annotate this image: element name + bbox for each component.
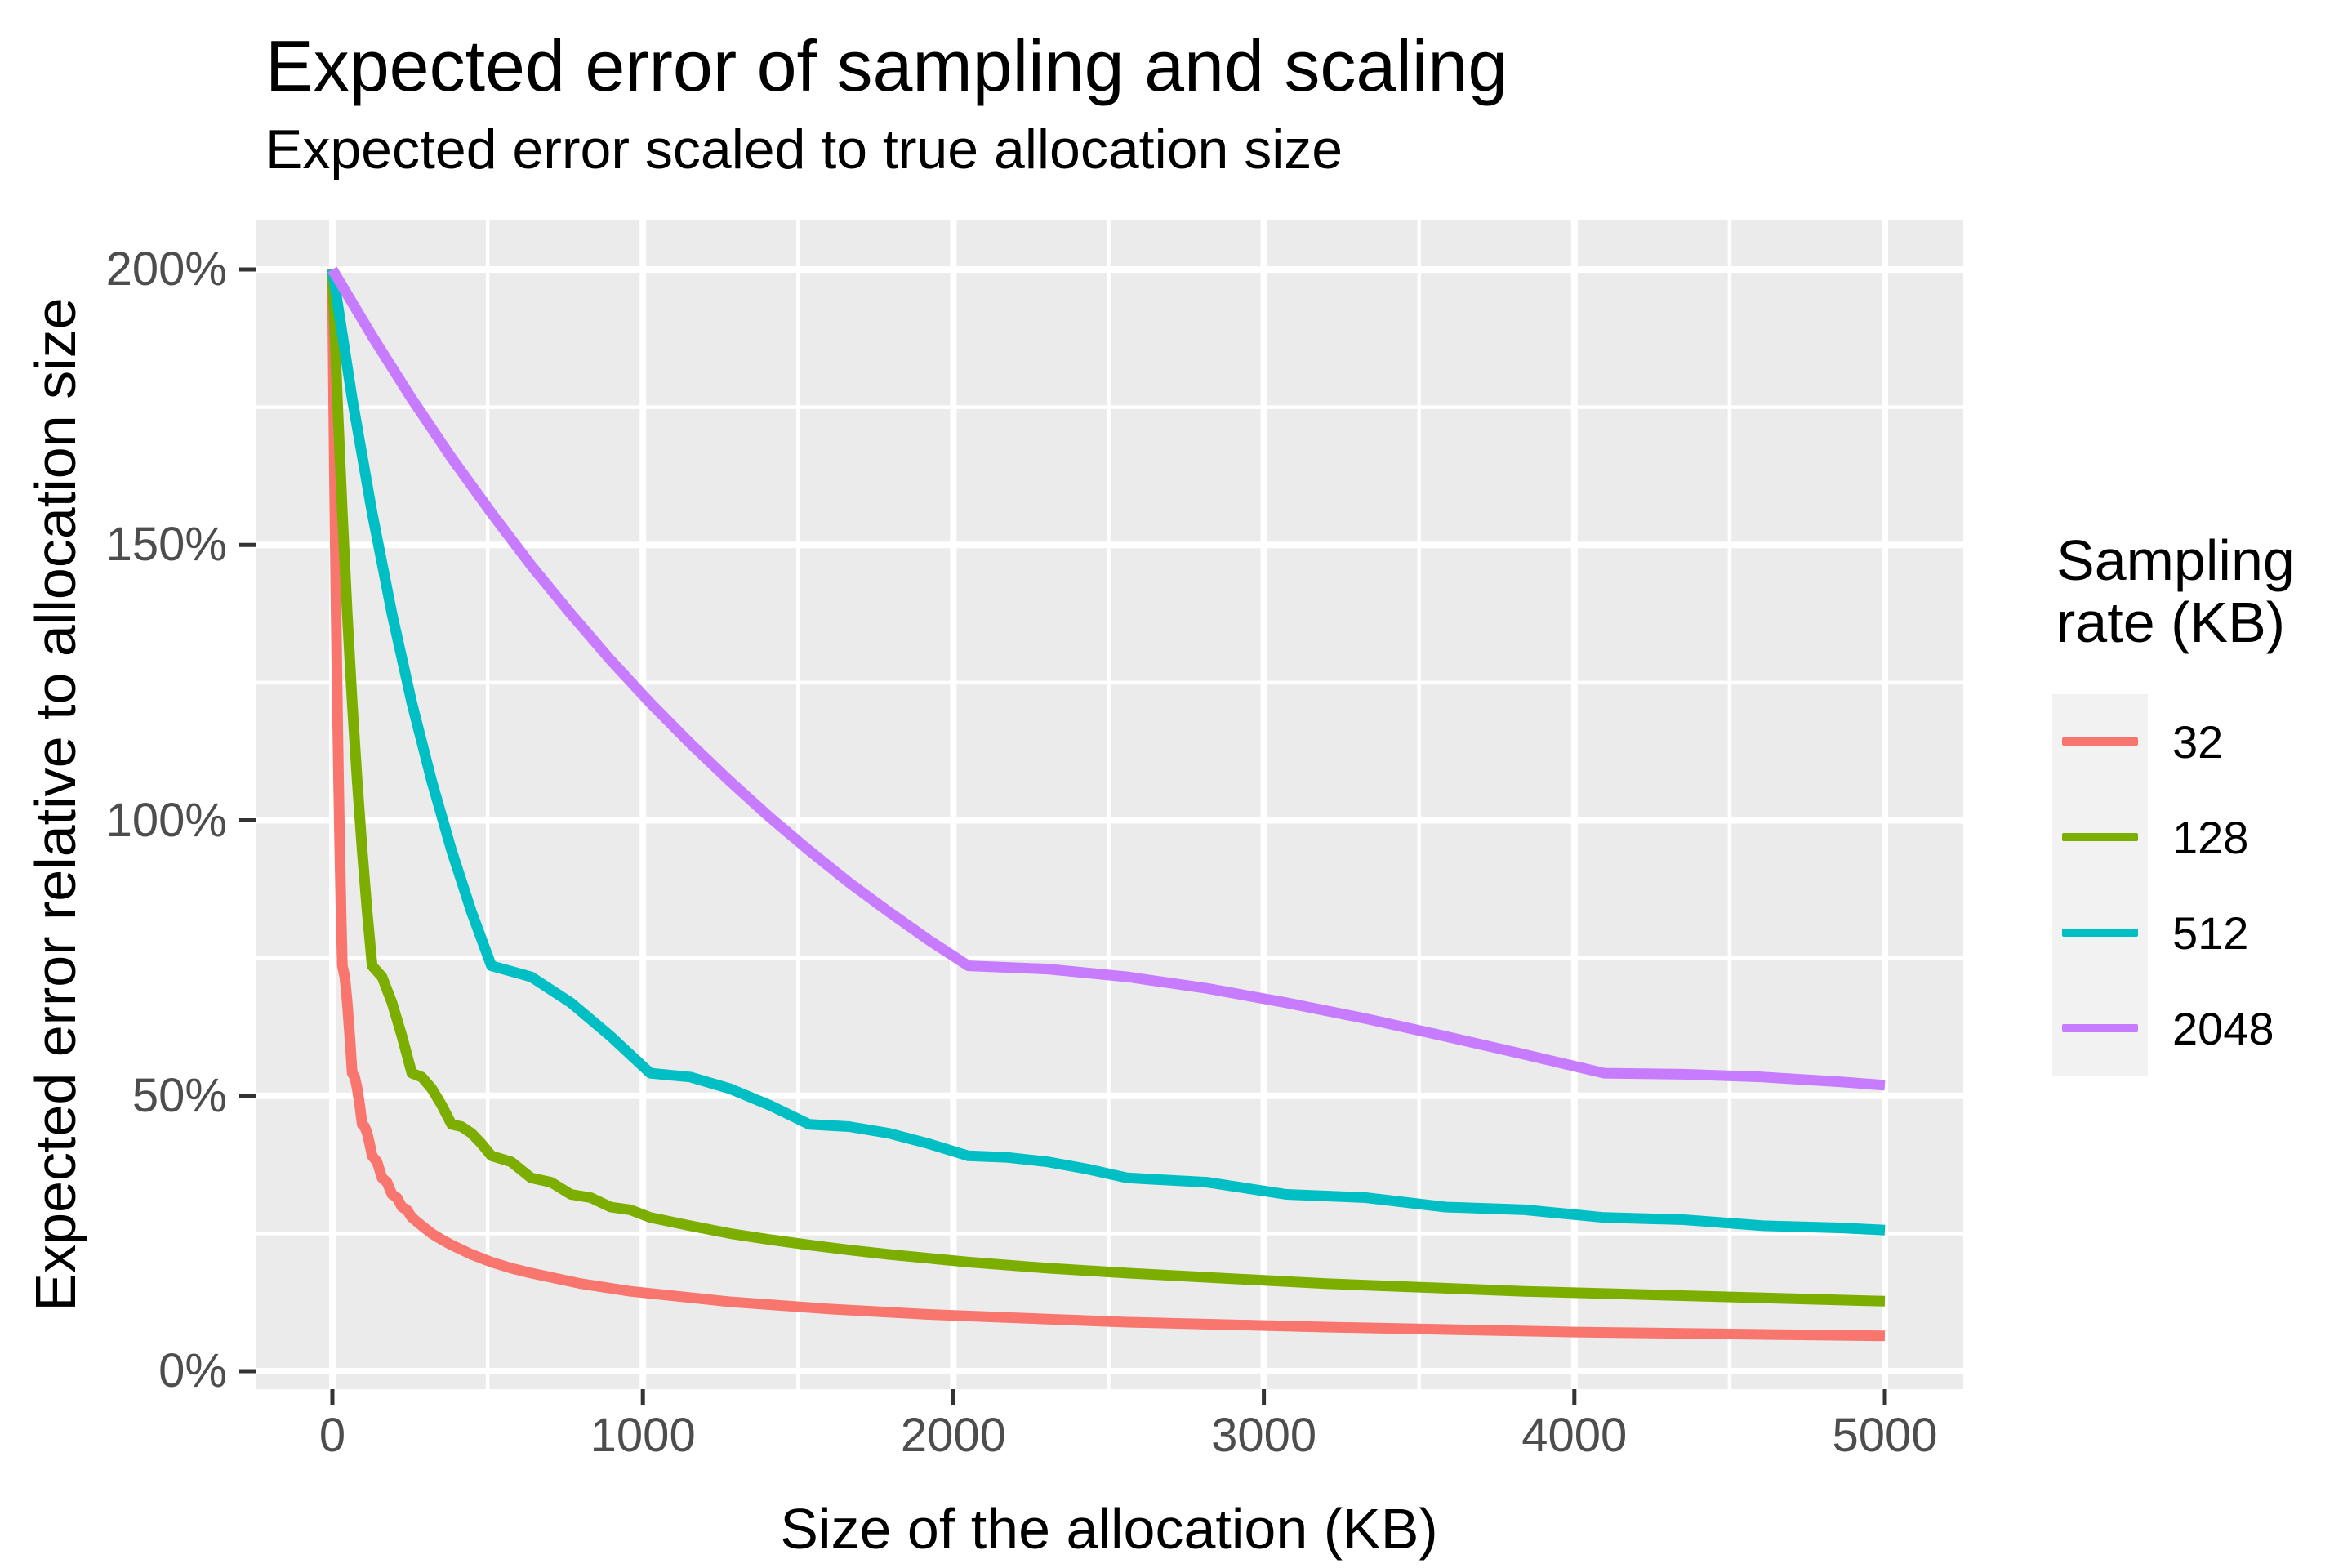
legend-key-128 [2052,790,2148,885]
legend-label-2048: 2048 [2172,1003,2274,1054]
legend-swatch-32 [2062,737,2138,746]
legend-title: Sampling rate (KB) [2056,528,2295,654]
legend-swatch-2048 [2062,1024,2138,1032]
minor-gridlines [256,220,1963,1389]
series-line-32 [327,269,1886,1342]
x-tick-label: 2000 [900,1409,1006,1462]
series-line-512 [327,269,1886,1236]
y-tick-label: 150% [105,518,227,572]
y-tick-label: 0% [158,1344,227,1397]
x-tick-label: 0 [318,1409,346,1462]
legend-swatch-512 [2062,929,2138,937]
legend-key-512 [2052,885,2148,981]
x-tick-label: 3000 [1211,1409,1317,1462]
x-tick-label: 5000 [1832,1409,1938,1462]
chart-subtitle: Expected error scaled to true allocation… [265,118,1343,180]
chart-title: Expected error of sampling and scaling [265,25,1508,106]
legend-label-32: 32 [2172,716,2224,768]
y-tick-label: 100% [105,793,227,847]
axis-ticks [239,267,1887,1405]
legend-key-2048 [2052,981,2148,1076]
major-gridlines [256,220,1963,1389]
legend-label-512: 512 [2172,907,2249,959]
series-line-128 [327,269,1886,1307]
y-axis-title: Expected error relative to allocation si… [24,297,87,1312]
legend-key-32 [2052,694,2148,790]
series-line-2048 [327,266,1886,1091]
legend-label-128: 128 [2172,812,2249,863]
y-tick-label: 50% [131,1068,227,1122]
x-tick-label: 4000 [1521,1409,1628,1462]
y-tick-label: 200% [105,243,227,296]
x-tick-label: 1000 [590,1409,696,1462]
x-axis-title: Size of the allocation (KB) [780,1497,1438,1561]
legend-swatch-128 [2062,833,2138,841]
